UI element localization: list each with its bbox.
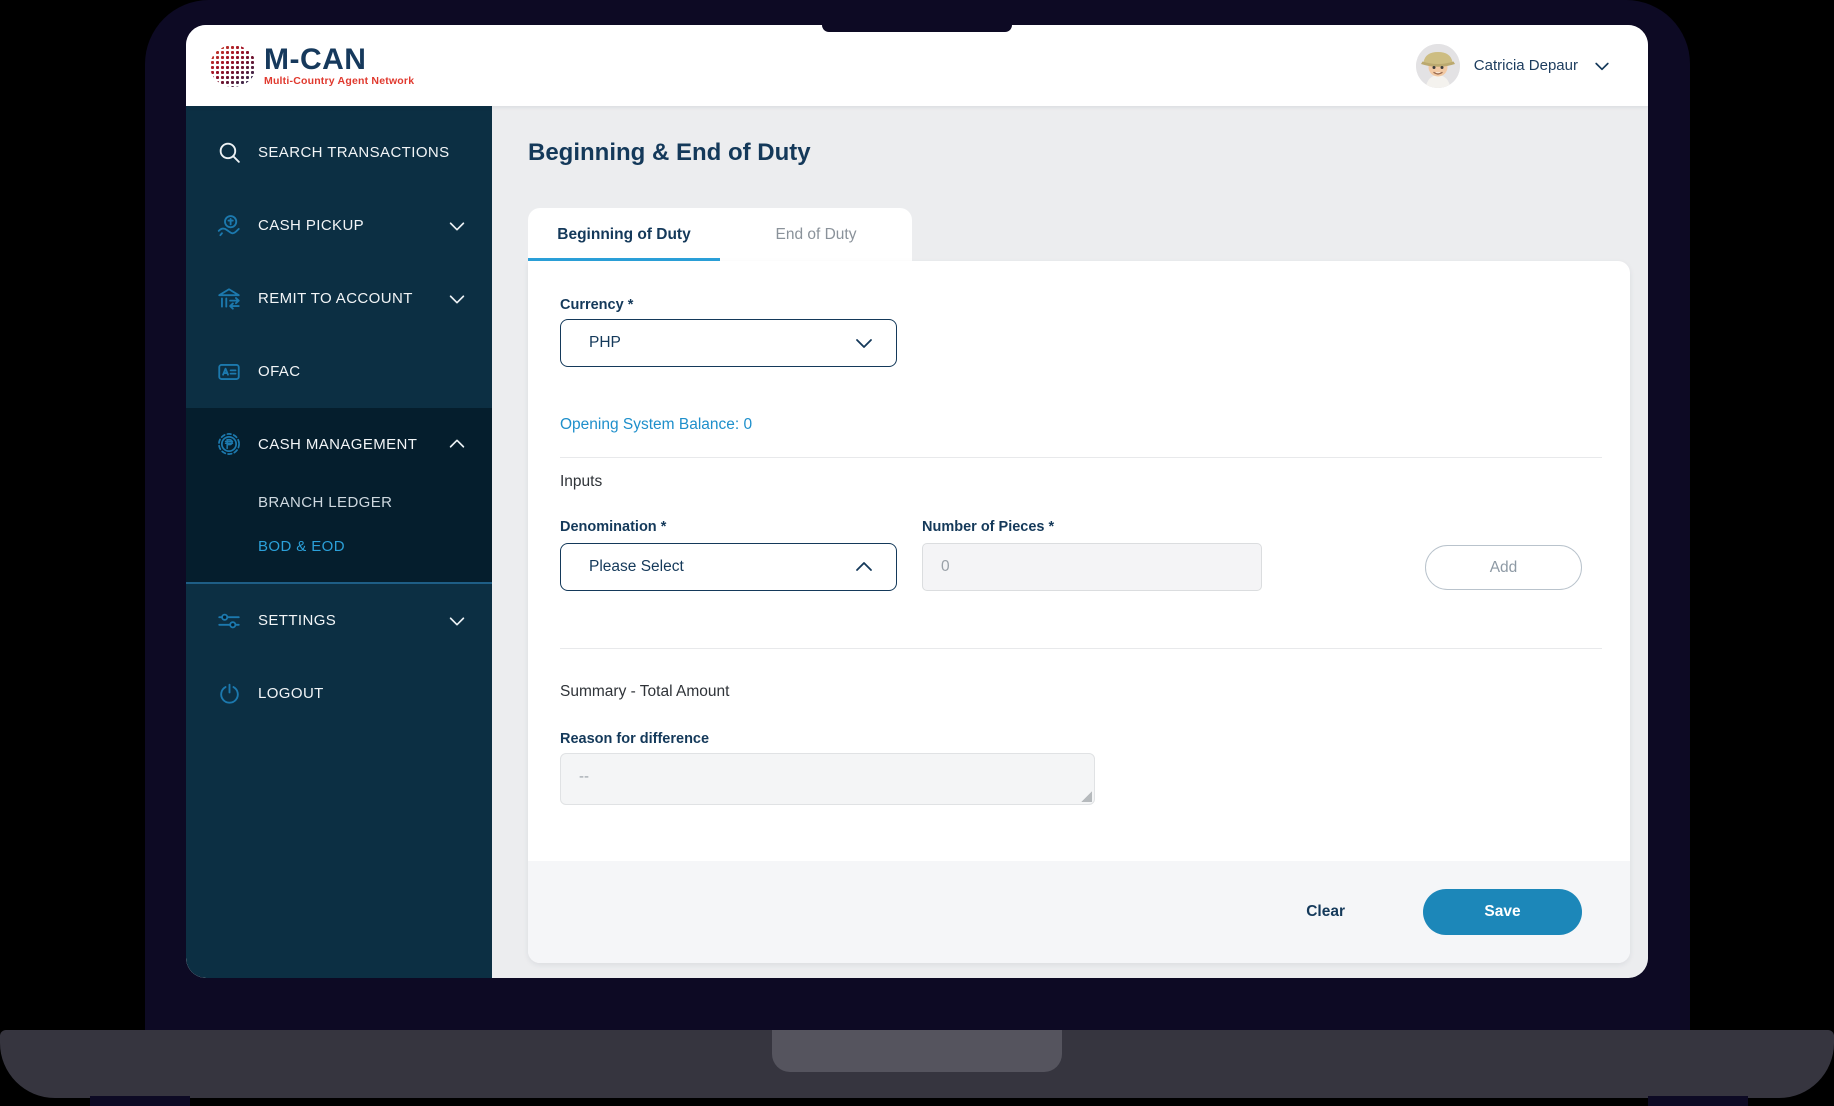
user-menu[interactable]: Catricia Depaur xyxy=(1415,43,1612,88)
sidebar-item-label: OFAC xyxy=(258,363,301,380)
sidebar-item-label: SEARCH TRANSACTIONS xyxy=(258,144,450,161)
sidebar-item-ofac[interactable]: OFAC xyxy=(186,335,492,408)
main-content: Beginning & End of Duty Beginning of Dut… xyxy=(492,106,1648,978)
app-header: M-CAN Multi-Country Agent Network xyxy=(186,25,1648,106)
page-title: Beginning & End of Duty xyxy=(528,139,811,166)
laptop-base-notch xyxy=(772,1030,1062,1072)
denomination-select[interactable]: Please Select xyxy=(560,543,897,591)
bank-remit-icon xyxy=(216,286,242,312)
clear-button[interactable]: Clear xyxy=(1306,903,1345,920)
sidebar-item-label: REMIT TO ACCOUNT xyxy=(258,290,413,307)
camera-notch xyxy=(822,25,1012,32)
sidebar-subitem-branch-ledger[interactable]: BRANCH LEDGER xyxy=(258,493,393,511)
add-button[interactable]: Add xyxy=(1425,545,1582,590)
form-footer: Clear Save xyxy=(528,861,1630,963)
summary-heading: Summary - Total Amount xyxy=(560,683,730,700)
sidebar-item-cash-pickup[interactable]: CASH PICKUP xyxy=(186,189,492,262)
avatar xyxy=(1415,43,1460,88)
number-of-pieces-input[interactable] xyxy=(922,543,1262,591)
chevron-down-icon xyxy=(446,215,468,237)
denomination-label: Denomination * xyxy=(560,519,667,535)
logo-subtitle: Multi-Country Agent Network xyxy=(264,74,415,87)
sidebar-item-label: LOGOUT xyxy=(258,685,324,702)
chevron-down-icon xyxy=(852,331,876,355)
denomination-value: Please Select xyxy=(589,558,684,575)
chevron-up-icon xyxy=(446,433,468,455)
currency-label: Currency * xyxy=(560,297,634,313)
chevron-down-icon xyxy=(446,610,468,632)
resize-handle-icon[interactable] xyxy=(1081,791,1092,802)
laptop-foot xyxy=(1648,1096,1748,1106)
logo-title: M-CAN xyxy=(264,42,367,76)
tab-beginning-of-duty[interactable]: Beginning of Duty xyxy=(528,208,720,261)
sidebar-group-cash-management: CASH MANAGEMENT BRANCH LEDGER BOD & EOD xyxy=(186,408,492,584)
gear-peso-icon xyxy=(216,431,242,457)
sidebar-subitem-bod-eod[interactable]: BOD & EOD xyxy=(258,537,345,555)
reason-for-difference-textarea[interactable] xyxy=(560,753,1095,805)
sidebar-item-cash-management[interactable]: CASH MANAGEMENT xyxy=(186,408,492,480)
form-card: Currency * PHP Opening System Balance: 0… xyxy=(528,261,1630,963)
inputs-heading: Inputs xyxy=(560,473,603,490)
reason-for-difference-label: Reason for difference xyxy=(560,731,710,747)
opening-system-balance: Opening System Balance: 0 xyxy=(560,416,753,433)
sidebar-item-logout[interactable]: LOGOUT xyxy=(186,657,492,730)
chevron-down-icon xyxy=(446,288,468,310)
number-of-pieces-label: Number of Pieces * xyxy=(922,519,1055,535)
power-icon xyxy=(216,681,242,707)
chevron-down-icon[interactable] xyxy=(1592,56,1612,76)
user-name: Catricia Depaur xyxy=(1473,57,1578,74)
sidebar-item-label: SETTINGS xyxy=(258,612,337,629)
divider xyxy=(560,457,1602,458)
globe-logo-icon xyxy=(210,44,256,87)
tab-bar: Beginning of Duty End of Duty xyxy=(528,208,912,261)
id-card-icon xyxy=(216,359,242,385)
mcan-logo: M-CAN Multi-Country Agent Network xyxy=(210,42,415,87)
search-icon xyxy=(216,140,242,166)
tab-end-of-duty[interactable]: End of Duty xyxy=(775,225,857,243)
sidebar-item-label: CASH MANAGEMENT xyxy=(258,435,418,453)
sliders-icon xyxy=(216,608,242,634)
sidebar-item-label: CASH PICKUP xyxy=(258,217,365,234)
sidebar: SEARCH TRANSACTIONS CASH PICKUP REMIT xyxy=(186,106,492,978)
currency-value: PHP xyxy=(589,334,621,351)
save-button[interactable]: Save xyxy=(1423,889,1582,935)
app-window: M-CAN Multi-Country Agent Network xyxy=(186,25,1648,978)
cash-pickup-icon xyxy=(216,213,242,239)
chevron-up-icon xyxy=(852,555,876,579)
laptop-foot xyxy=(90,1096,190,1106)
sidebar-item-remit-to-account[interactable]: REMIT TO ACCOUNT xyxy=(186,262,492,335)
divider xyxy=(560,648,1602,649)
currency-select[interactable]: PHP xyxy=(560,319,897,367)
sidebar-item-settings[interactable]: SETTINGS xyxy=(186,584,492,657)
sidebar-item-search-transactions[interactable]: SEARCH TRANSACTIONS xyxy=(186,116,492,189)
